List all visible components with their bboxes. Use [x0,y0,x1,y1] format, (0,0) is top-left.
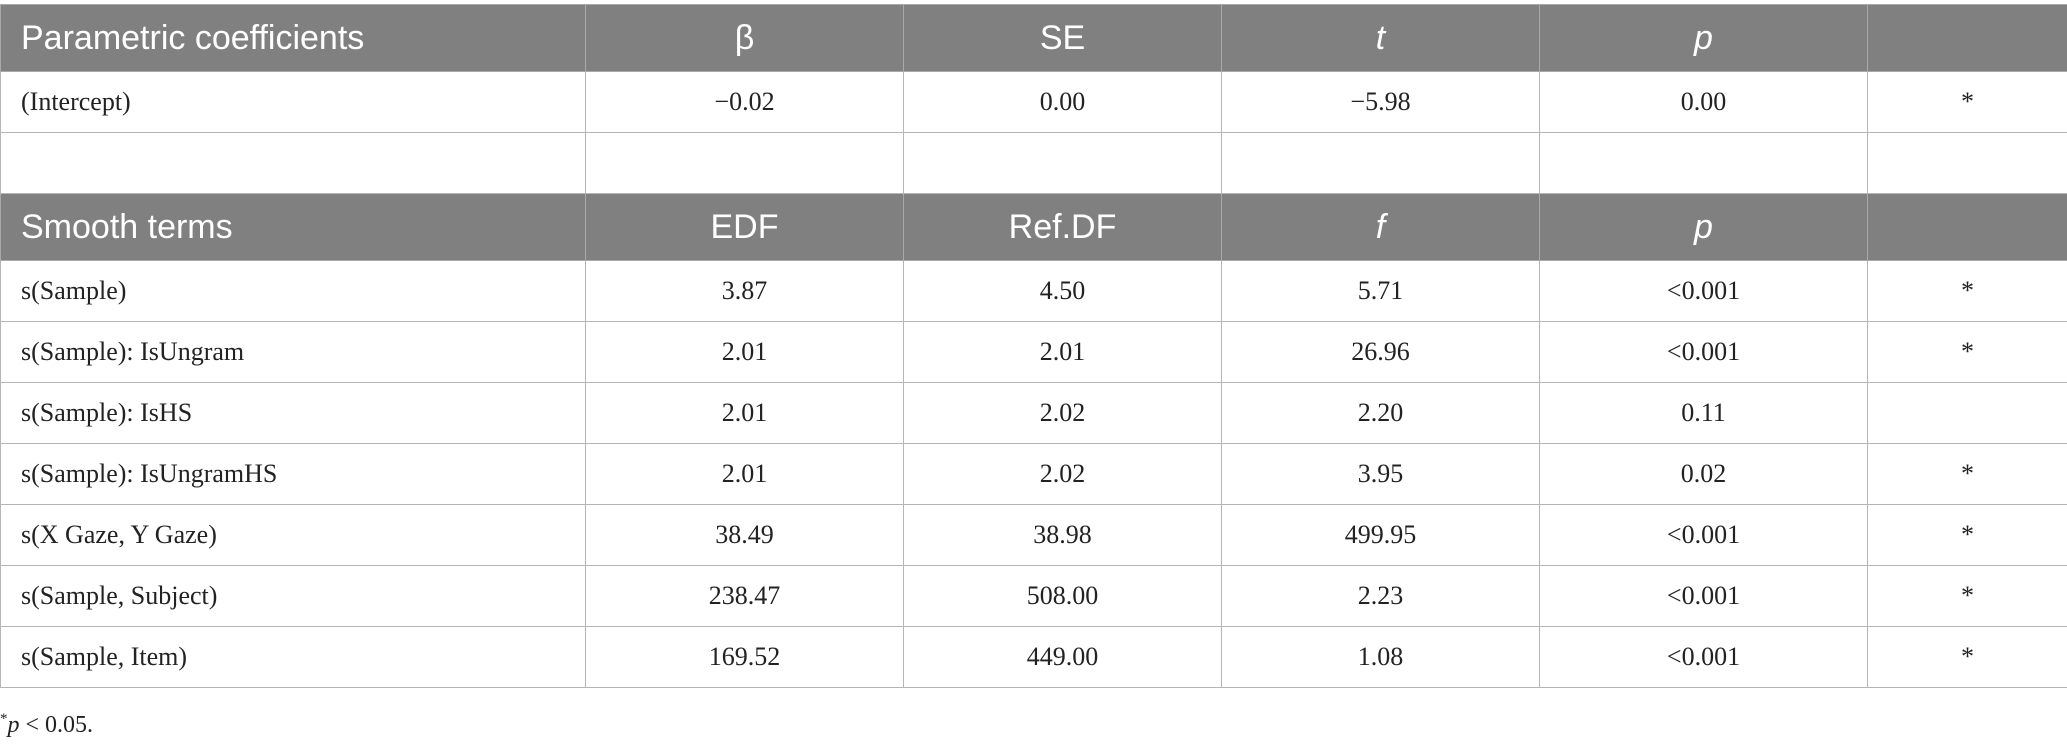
term-cell: s(Sample): IsHS [0,382,586,444]
header-p: p [1539,193,1868,261]
value-cell: 4.50 [903,260,1222,322]
value-cell: 3.87 [585,260,904,322]
value-cell: <0.001 [1539,565,1868,627]
empty-cell [1221,132,1540,194]
value-cell: 2.23 [1221,565,1540,627]
value-cell: 0.02 [1539,443,1868,505]
significance-cell [1867,382,2067,444]
header-significance [1867,4,2067,72]
value-cell: 2.02 [903,382,1222,444]
significance-cell: * [1867,443,2067,505]
value-cell: 3.95 [1221,443,1540,505]
empty-cell [903,132,1222,194]
header-f: f [1221,193,1540,261]
significance-cell: * [1867,71,2067,133]
value-cell: 2.20 [1221,382,1540,444]
value-cell: 5.71 [1221,260,1540,322]
header-smooth-terms: Smooth terms [0,193,586,261]
value-cell: 2.01 [903,321,1222,383]
empty-cell [1539,132,1868,194]
value-cell: <0.001 [1539,260,1868,322]
empty-cell [0,132,586,194]
value-cell: −5.98 [1221,71,1540,133]
table-row: (Intercept) −0.02 0.00 −5.98 0.00 * [0,71,2067,133]
value-cell: 0.00 [903,71,1222,133]
header-edf: EDF [585,193,904,261]
term-cell: s(Sample): IsUngramHS [0,443,586,505]
value-cell: 2.02 [903,443,1222,505]
value-cell: 0.11 [1539,382,1868,444]
value-cell: 238.47 [585,565,904,627]
value-cell: 2.01 [585,321,904,383]
table-row: s(Sample, Subject) 238.47 508.00 2.23 <0… [0,565,2067,627]
table-row: s(Sample): IsUngramHS 2.01 2.02 3.95 0.0… [0,443,2067,505]
significance-cell: * [1867,260,2067,322]
coefficients-table: Parametric coefficients β SE t p (Interc… [0,4,2067,688]
value-cell: 26.96 [1221,321,1540,383]
significance-cell: * [1867,565,2067,627]
value-cell: 499.95 [1221,504,1540,566]
header-beta: β [585,4,904,72]
table-row: s(Sample): IsUngram 2.01 2.01 26.96 <0.0… [0,321,2067,383]
value-cell: <0.001 [1539,321,1868,383]
footnote-variable: p [7,712,20,738]
parametric-header-row: Parametric coefficients β SE t p [0,4,2067,72]
significance-cell: * [1867,504,2067,566]
header-p: p [1539,4,1868,72]
value-cell: 38.49 [585,504,904,566]
value-cell: 2.01 [585,443,904,505]
value-cell: 0.00 [1539,71,1868,133]
term-cell: s(Sample, Subject) [0,565,586,627]
footnote-marker: * [0,711,8,727]
value-cell: 2.01 [585,382,904,444]
footnote-text: < 0.05. [19,712,94,738]
value-cell: 169.52 [585,626,904,688]
significance-cell: * [1867,626,2067,688]
table-row: s(Sample) 3.87 4.50 5.71 <0.001 * [0,260,2067,322]
significance-cell: * [1867,321,2067,383]
term-cell: s(X Gaze, Y Gaze) [0,504,586,566]
header-significance [1867,193,2067,261]
smooth-header-row: Smooth terms EDF Ref.DF f p [0,193,2067,261]
term-cell: s(Sample, Item) [0,626,586,688]
header-se: SE [903,4,1222,72]
table-row: s(Sample, Item) 169.52 449.00 1.08 <0.00… [0,626,2067,688]
table-footnote: *p < 0.05. [0,711,93,739]
value-cell: −0.02 [585,71,904,133]
value-cell: 38.98 [903,504,1222,566]
value-cell: <0.001 [1539,504,1868,566]
table-row: s(Sample): IsHS 2.01 2.02 2.20 0.11 [0,382,2067,444]
value-cell: 508.00 [903,565,1222,627]
spacer-row [0,132,2067,194]
table-row: s(X Gaze, Y Gaze) 38.49 38.98 499.95 <0.… [0,504,2067,566]
header-parametric-coefficients: Parametric coefficients [0,4,586,72]
value-cell: <0.001 [1539,626,1868,688]
term-cell: (Intercept) [0,71,586,133]
value-cell: 449.00 [903,626,1222,688]
header-t: t [1221,4,1540,72]
term-cell: s(Sample) [0,260,586,322]
header-ref-df: Ref.DF [903,193,1222,261]
empty-cell [585,132,904,194]
value-cell: 1.08 [1221,626,1540,688]
term-cell: s(Sample): IsUngram [0,321,586,383]
empty-cell [1867,132,2067,194]
